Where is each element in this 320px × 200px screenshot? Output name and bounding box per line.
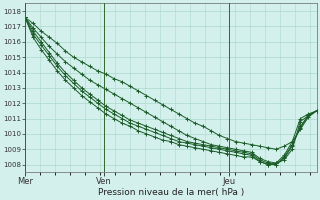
X-axis label: Pression niveau de la mer( hPa ): Pression niveau de la mer( hPa ) [98, 188, 244, 197]
